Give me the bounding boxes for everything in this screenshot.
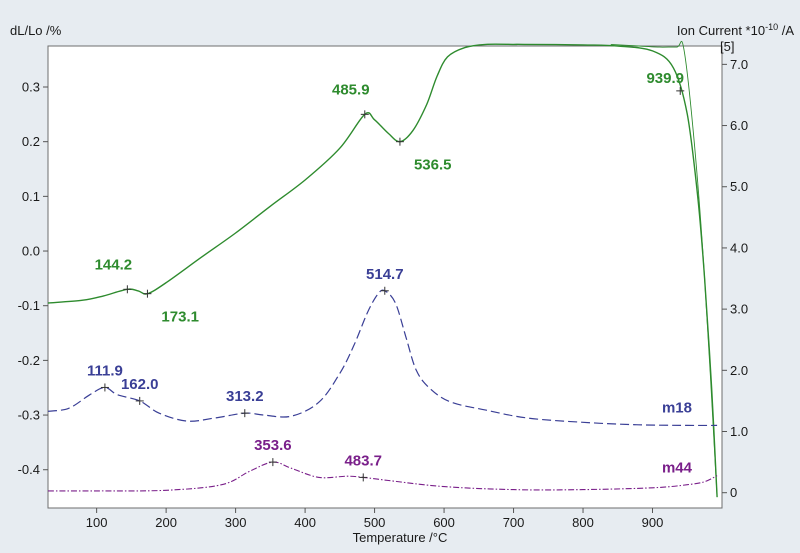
x-tick-label: 500 [364, 515, 386, 530]
right-axis-marker: [5] [720, 39, 734, 54]
y-right-tick-label: 1.0 [730, 424, 748, 439]
y-right-tick-label: 2.0 [730, 363, 748, 378]
series-line-curve-1 [610, 40, 718, 498]
y-left-tick-label: 0.3 [22, 80, 40, 95]
series-lines [47, 40, 718, 498]
y-axis-right-title-main: Ion Current *10 [677, 23, 765, 38]
y-left-tick-label: 0.2 [22, 134, 40, 149]
labels: dL/Lo /% Ion Current *10-10 /A [5] Tempe… [10, 22, 794, 545]
series-line-m44 [47, 461, 718, 492]
y-left-tick-label: -0.2 [18, 353, 40, 368]
y-right-tick-label: 0 [730, 485, 737, 500]
peak-label: 514.7 [366, 266, 404, 283]
y-left-tick-label: 0.0 [22, 244, 40, 259]
peak-label: 173.1 [161, 309, 199, 326]
x-tick-label: 200 [155, 515, 177, 530]
y-left-tick-label: -0.1 [18, 298, 40, 313]
peak-label: 353.6 [254, 437, 292, 454]
axes: 100 200 300 400 500 600 700 800 900 0.3 0.2 0.1 0.0 -… [18, 45, 748, 530]
y-right-tick-label: 6.0 [730, 118, 748, 133]
series-name-label: m44 [662, 459, 693, 476]
x-tick-label: 400 [294, 515, 316, 530]
series-line-curve-0 [47, 43, 718, 498]
peak-label: 485.9 [332, 81, 370, 98]
y-axis-left-title: dL/Lo /% [10, 23, 62, 38]
y-right-tick-label: 7.0 [730, 57, 748, 72]
y-axis-right-title: Ion Current *10-10 /A [677, 22, 794, 38]
y-right-tick-label: 3.0 [730, 302, 748, 317]
x-axis-title: Temperature /°C [353, 530, 448, 545]
y-axis-right-title-exponent: -10 [765, 22, 778, 32]
peak-label: 162.0 [121, 376, 159, 393]
y-left-tick-label: -0.4 [18, 462, 40, 477]
x-tick-label: 100 [86, 515, 108, 530]
y-left-tick-label: -0.3 [18, 408, 40, 423]
x-tick-label: 900 [642, 515, 664, 530]
x-tick-label: 300 [225, 515, 247, 530]
y-right-tick-label: 5.0 [730, 179, 748, 194]
peak-markers [100, 86, 685, 482]
peak-label: 483.7 [344, 452, 382, 469]
x-tick-label: 600 [433, 515, 455, 530]
x-tick-label: 800 [572, 515, 594, 530]
series-name-label: m18 [662, 399, 692, 416]
y-left-tick-label: 0.1 [22, 189, 40, 204]
peak-label: 939.9 [646, 70, 684, 87]
peak-label: 111.9 [87, 362, 123, 379]
plot-area [47, 45, 723, 509]
series-line-m18 [47, 289, 718, 427]
x-tick-label: 700 [503, 515, 525, 530]
y-axis-right-title-unit: /A [778, 23, 794, 38]
peak-label: 144.2 [95, 256, 133, 273]
peak-label: 313.2 [226, 388, 264, 405]
peak-label: 536.5 [414, 157, 452, 174]
y-right-tick-label: 4.0 [730, 240, 748, 255]
